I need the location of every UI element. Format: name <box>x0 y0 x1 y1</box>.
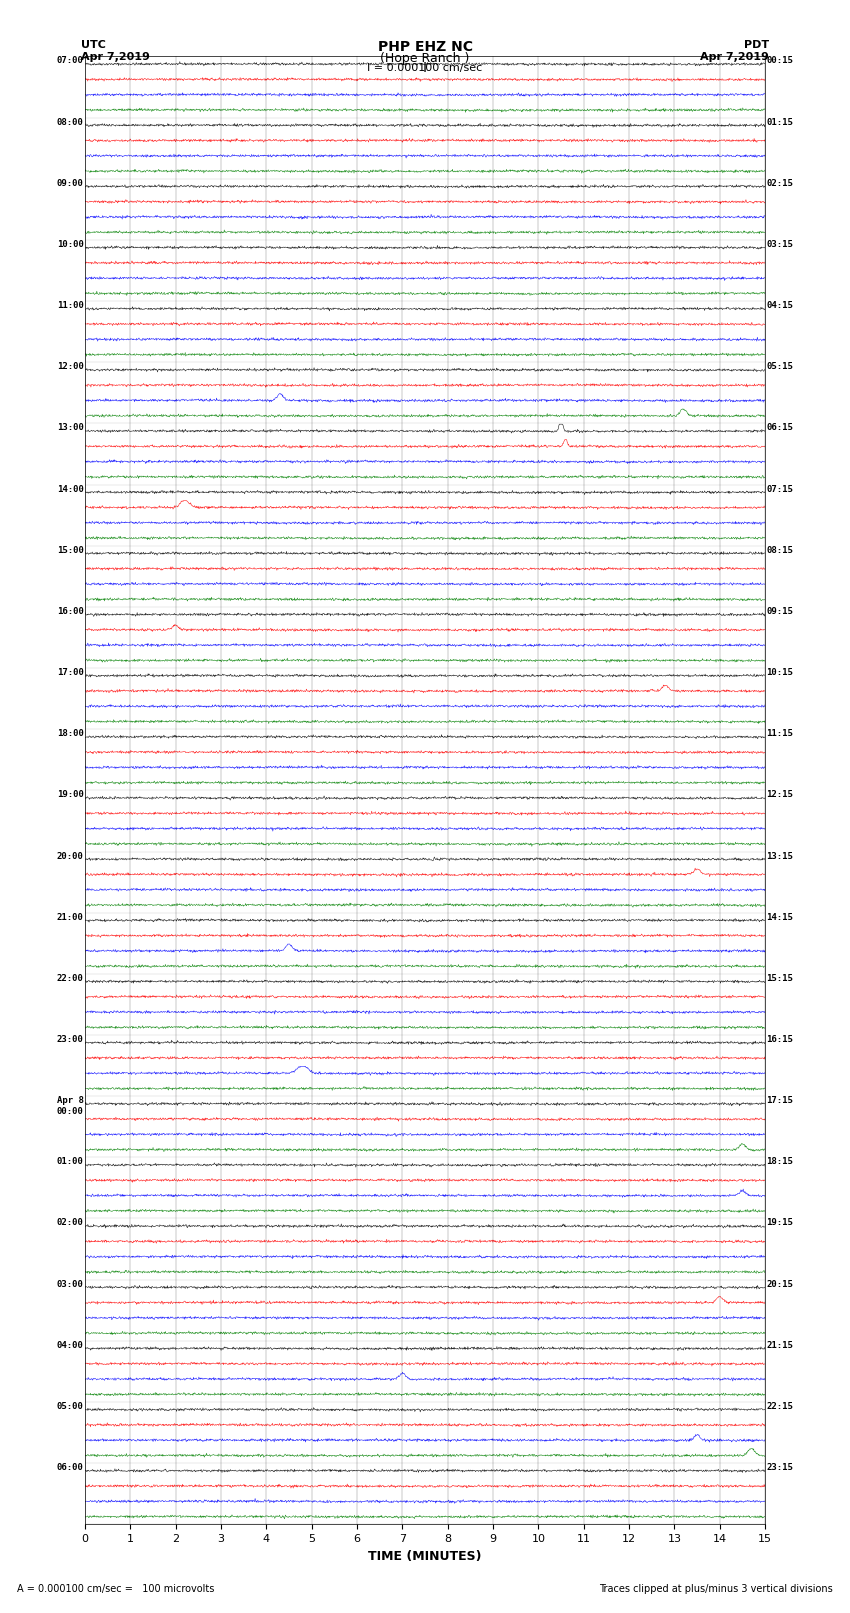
Text: 23:15: 23:15 <box>767 1463 793 1473</box>
Text: 16:15: 16:15 <box>767 1036 793 1044</box>
Text: 21:00: 21:00 <box>57 913 83 921</box>
Text: Traces clipped at plus/minus 3 vertical divisions: Traces clipped at plus/minus 3 vertical … <box>599 1584 833 1594</box>
Text: 01:15: 01:15 <box>767 118 793 126</box>
Text: 07:15: 07:15 <box>767 484 793 494</box>
Text: 09:00: 09:00 <box>57 179 83 187</box>
Text: 11:15: 11:15 <box>767 729 793 739</box>
Text: 17:00: 17:00 <box>57 668 83 677</box>
Text: I = 0.000100 cm/sec: I = 0.000100 cm/sec <box>367 63 483 73</box>
Text: A = 0.000100 cm/sec =   100 microvolts: A = 0.000100 cm/sec = 100 microvolts <box>17 1584 214 1594</box>
Text: 18:00: 18:00 <box>57 729 83 739</box>
Text: 14:00: 14:00 <box>57 484 83 494</box>
Text: 13:00: 13:00 <box>57 424 83 432</box>
Text: 04:15: 04:15 <box>767 302 793 310</box>
Text: 20:00: 20:00 <box>57 852 83 860</box>
Text: 02:15: 02:15 <box>767 179 793 187</box>
Text: PHP EHZ NC: PHP EHZ NC <box>377 40 473 55</box>
Text: 09:15: 09:15 <box>767 606 793 616</box>
Text: 19:00: 19:00 <box>57 790 83 800</box>
Text: I: I <box>423 61 427 76</box>
Text: 22:00: 22:00 <box>57 974 83 982</box>
Text: 06:00: 06:00 <box>57 1463 83 1473</box>
Text: 14:15: 14:15 <box>767 913 793 921</box>
Text: 11:00: 11:00 <box>57 302 83 310</box>
Text: 12:15: 12:15 <box>767 790 793 800</box>
Text: Apr 8
00:00: Apr 8 00:00 <box>57 1097 83 1116</box>
Text: 15:00: 15:00 <box>57 545 83 555</box>
Text: 21:15: 21:15 <box>767 1340 793 1350</box>
Text: UTC
Apr 7,2019: UTC Apr 7,2019 <box>81 40 150 61</box>
Text: 02:00: 02:00 <box>57 1218 83 1227</box>
Text: 10:15: 10:15 <box>767 668 793 677</box>
Text: 05:15: 05:15 <box>767 363 793 371</box>
Text: 07:00: 07:00 <box>57 56 83 66</box>
Text: 03:15: 03:15 <box>767 240 793 248</box>
Text: 22:15: 22:15 <box>767 1402 793 1411</box>
Text: 12:00: 12:00 <box>57 363 83 371</box>
Text: 04:00: 04:00 <box>57 1340 83 1350</box>
Text: 00:15: 00:15 <box>767 56 793 66</box>
Text: 05:00: 05:00 <box>57 1402 83 1411</box>
Text: 01:00: 01:00 <box>57 1158 83 1166</box>
Text: 18:15: 18:15 <box>767 1158 793 1166</box>
Text: 08:15: 08:15 <box>767 545 793 555</box>
Text: 13:15: 13:15 <box>767 852 793 860</box>
Text: 19:15: 19:15 <box>767 1218 793 1227</box>
Text: 08:00: 08:00 <box>57 118 83 126</box>
X-axis label: TIME (MINUTES): TIME (MINUTES) <box>368 1550 482 1563</box>
Text: 15:15: 15:15 <box>767 974 793 982</box>
Text: 17:15: 17:15 <box>767 1097 793 1105</box>
Text: 06:15: 06:15 <box>767 424 793 432</box>
Text: PDT
Apr 7,2019: PDT Apr 7,2019 <box>700 40 769 61</box>
Text: 16:00: 16:00 <box>57 606 83 616</box>
Text: 20:15: 20:15 <box>767 1279 793 1289</box>
Text: 23:00: 23:00 <box>57 1036 83 1044</box>
Text: 03:00: 03:00 <box>57 1279 83 1289</box>
Text: (Hope Ranch ): (Hope Ranch ) <box>380 52 470 65</box>
Text: 10:00: 10:00 <box>57 240 83 248</box>
